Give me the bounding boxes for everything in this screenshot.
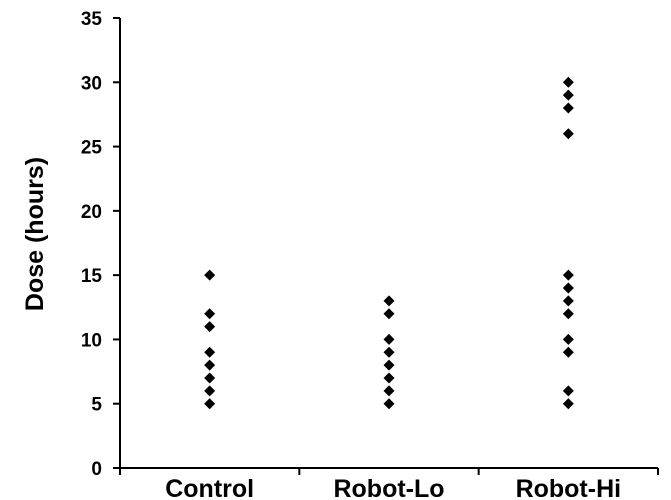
x-category-label: Robot-Lo [333, 475, 444, 500]
data-point [562, 89, 574, 101]
y-tick-label: 0 [91, 459, 102, 480]
data-point [204, 385, 216, 397]
data-point [383, 333, 395, 345]
data-point [562, 295, 574, 307]
y-tick-label: 35 [81, 9, 103, 30]
y-tick-label: 5 [91, 395, 102, 416]
y-tick-label: 20 [81, 202, 102, 223]
data-point [562, 102, 574, 114]
data-point [562, 128, 574, 140]
data-point [204, 346, 216, 358]
data-point [562, 282, 574, 294]
data-point [562, 333, 574, 345]
y-tick-label: 15 [81, 266, 103, 287]
y-tick-label: 25 [81, 138, 103, 159]
data-point [383, 308, 395, 320]
data-markers [204, 76, 574, 410]
data-point [204, 372, 216, 384]
data-point [562, 308, 574, 320]
data-point [383, 385, 395, 397]
x-category-label: Robot-Hi [516, 475, 622, 500]
y-axis: 0 5 10 15 20 25 30 35 [81, 9, 121, 480]
x-axis: Control Robot-Lo Robot-Hi [119, 467, 659, 500]
data-point [383, 346, 395, 358]
data-point [383, 359, 395, 371]
y-tick-label: 10 [81, 330, 102, 351]
y-tick-label: 30 [81, 73, 102, 94]
data-point [562, 385, 574, 397]
x-category-label: Control [165, 475, 254, 500]
data-point [383, 398, 395, 410]
data-point [562, 76, 574, 88]
data-point [562, 269, 574, 281]
data-point [204, 321, 216, 333]
data-point [204, 359, 216, 371]
data-point [383, 295, 395, 307]
data-point [383, 372, 395, 384]
y-axis-title: Dose (hours) [21, 157, 49, 311]
data-point [204, 308, 216, 320]
data-point [204, 269, 216, 281]
data-point [562, 398, 574, 410]
data-point [204, 398, 216, 410]
data-point [562, 346, 574, 358]
